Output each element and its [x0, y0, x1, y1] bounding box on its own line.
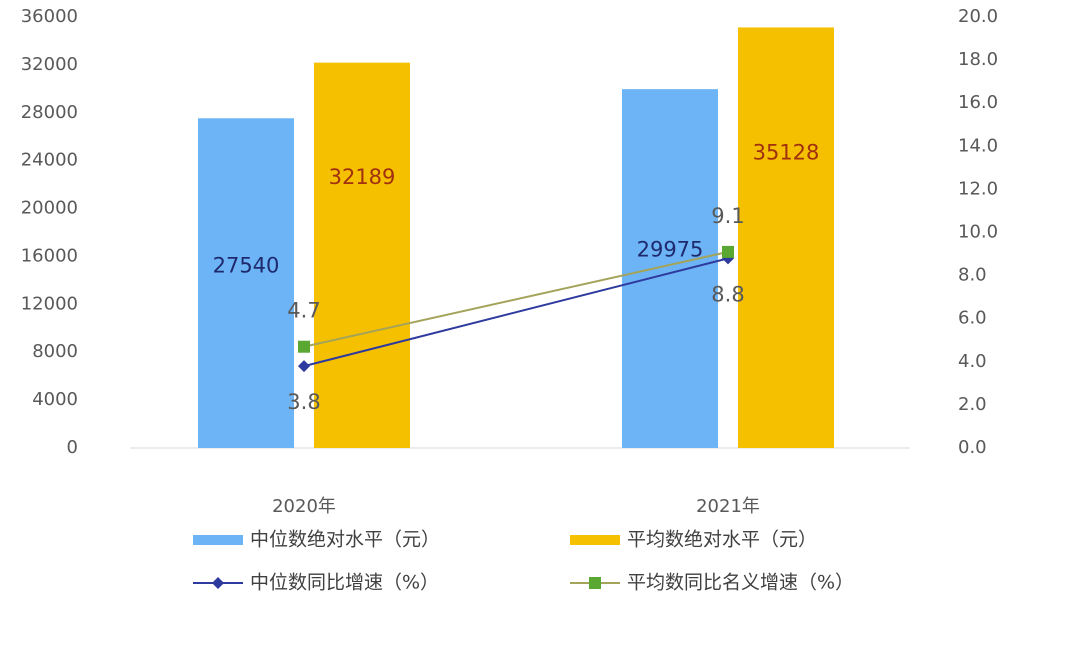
data-label: 35128: [753, 141, 820, 165]
y-tick-label: 12000: [21, 293, 78, 314]
y-tick-label: 16000: [21, 245, 78, 266]
line: [303, 250, 729, 348]
data-label: 9.1: [711, 204, 744, 228]
marker: [298, 360, 310, 373]
legend-label: 中位数绝对水平（元）: [250, 529, 440, 551]
y-tick-label: 36000: [21, 6, 78, 27]
legend-swatch: [570, 535, 620, 545]
legend-swatch: [193, 535, 243, 545]
bar: [738, 27, 834, 448]
y2-tick-label: 16.0: [958, 92, 998, 113]
line: [303, 257, 729, 368]
y-tick-label: 0: [67, 437, 78, 458]
data-label: 4.7: [287, 299, 320, 323]
data-label: 27540: [213, 254, 280, 278]
legend-label: 中位数同比增速（%）: [250, 572, 439, 594]
x-tick-label: 2020年: [272, 496, 336, 517]
y-tick-label: 20000: [21, 198, 78, 219]
data-label: 29975: [637, 238, 704, 262]
y2-tick-label: 20.0: [958, 6, 998, 27]
data-label: 8.8: [711, 282, 744, 306]
y-tick-label: 4000: [32, 389, 78, 410]
y2-tick-label: 14.0: [958, 135, 998, 156]
bar: [314, 62, 410, 449]
legend-label: 平均数绝对水平（元）: [627, 529, 817, 551]
y-tick-label: 8000: [32, 341, 78, 362]
y-tick-label: 28000: [21, 102, 78, 123]
data-label: 32189: [329, 165, 396, 189]
data-label: 3.8: [287, 390, 320, 414]
y2-tick-label: 10.0: [958, 222, 998, 243]
bar: [198, 118, 294, 448]
legend-marker: [212, 577, 224, 589]
y2-tick-label: 8.0: [958, 265, 987, 286]
y2-tick-label: 4.0: [958, 351, 987, 372]
y-tick-label: 24000: [21, 150, 78, 171]
y2-tick-label: 2.0: [958, 394, 987, 415]
marker: [722, 245, 734, 258]
legend-label: 平均数同比名义增速（%）: [627, 572, 854, 594]
y-tick-label: 32000: [21, 54, 78, 75]
y2-tick-label: 6.0: [958, 308, 987, 329]
y2-tick-label: 18.0: [958, 49, 998, 70]
y2-tick-label: 0.0: [958, 437, 987, 458]
x-tick-label: 2021年: [696, 496, 760, 517]
y2-tick-label: 12.0: [958, 178, 998, 199]
marker: [298, 340, 310, 353]
bar: [622, 89, 718, 449]
legend-marker: [589, 577, 601, 589]
